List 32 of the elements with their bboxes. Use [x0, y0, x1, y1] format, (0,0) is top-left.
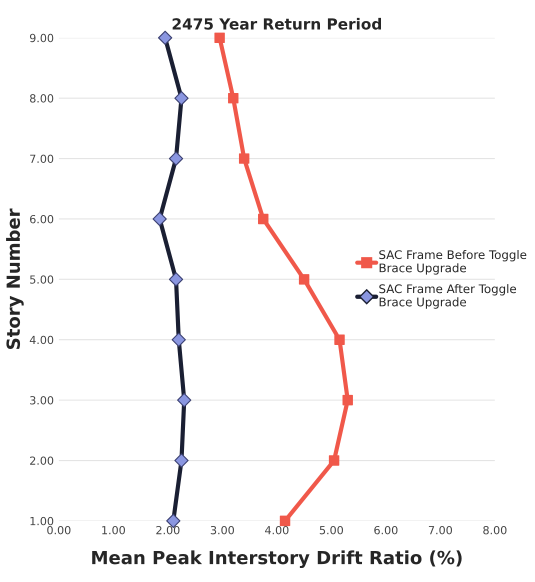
chart-title: 2475 Year Return Period	[172, 18, 381, 30]
x-tick-label: 3.00	[210, 526, 234, 534]
point	[228, 93, 238, 104]
x-tick-label: 0.00	[47, 526, 70, 534]
x-tick-label: 2.00	[156, 526, 180, 534]
y-tick-label: 9.00	[30, 34, 54, 42]
point	[214, 32, 225, 44]
x-tick-label: 1.00	[102, 526, 125, 534]
x-tick-label: 8.00	[483, 526, 507, 534]
point	[280, 516, 290, 526]
x-tick-label: 5.00	[320, 526, 343, 534]
x-tick-label: 7.00	[428, 526, 452, 534]
point	[258, 214, 268, 224]
y-tick-label: 8.00	[30, 94, 54, 103]
point	[334, 334, 345, 345]
point	[298, 274, 310, 285]
legend-label: SAC Frame After Toggle Brace Upgrade	[379, 284, 516, 309]
point	[328, 455, 340, 466]
y-tick-label: 2.00	[30, 456, 54, 465]
y-tick-label: 4.00	[30, 336, 54, 344]
x-axis-title: Mean Peak Interstory Drift Ratio (%)	[92, 550, 462, 568]
y-axis-title: Story Number	[6, 208, 24, 349]
y-tick-label: 1.00	[30, 516, 54, 526]
y-tick-label: 5.00	[30, 275, 54, 284]
legend-label: SAC Frame Before Toggle Brace Upgrade	[379, 250, 526, 275]
x-tick-label: 4.00	[265, 526, 288, 534]
point	[342, 394, 353, 406]
x-tick-label: 6.00	[374, 526, 398, 534]
y-tick-label: 3.00	[30, 396, 54, 405]
y-tick-label: 6.00	[30, 214, 54, 224]
point	[238, 153, 250, 164]
y-tick-label: 7.00	[30, 154, 54, 163]
